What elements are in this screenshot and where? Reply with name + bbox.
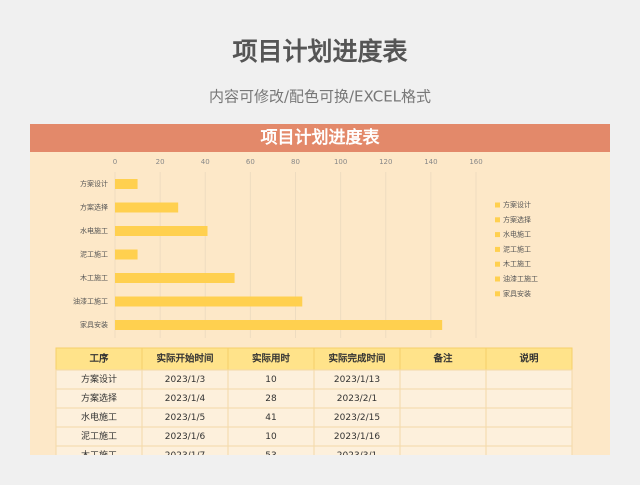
x-tick-label: 60 [246,158,255,166]
table-cell [399,445,487,455]
cell-text: 泥工施工 [81,430,117,442]
y-tick-label: 泥工施工 [80,250,108,259]
x-tick-label: 20 [156,158,165,166]
x-tick-label: 100 [334,158,347,166]
table-cell [55,445,143,455]
legend-swatch [495,276,500,282]
legend-label: 泥工施工 [503,244,531,253]
panel-header [30,124,610,152]
header-text: 说明 [519,353,539,365]
cell-text: 水电施工 [81,411,117,423]
table-cell [485,426,573,447]
bar [115,179,138,189]
bar [115,320,443,330]
x-tick-label: 140 [424,158,437,166]
cell-text: 2023/1/3 [165,375,205,385]
table-cell [141,445,229,455]
chart-title: 项目计划进度表 [261,127,381,148]
header-text: 备注 [432,353,453,365]
x-tick-label: 0 [113,158,117,166]
bar [115,202,179,213]
y-tick-label: 木工施工 [80,273,108,282]
legend-swatch [495,246,500,252]
table-cell [399,407,487,428]
x-tick-label: 40 [201,158,210,166]
y-tick-label: 方案选择 [80,203,108,212]
legend-swatch [495,202,500,208]
x-tick-label: 120 [379,158,392,166]
bar [115,249,138,260]
legend-label: 木工施工 [503,259,531,268]
table-cell [313,445,401,455]
table-cell [227,445,315,455]
cell-text: 53 [265,451,276,461]
cell-text: 2023/1/7 [165,451,205,461]
table-cell [399,388,487,409]
cell-text: 木工施工 [81,449,117,461]
x-tick-label: 160 [469,158,482,166]
page-subtitle: 内容可修改/配色可换/EXCEL格式 [209,88,431,106]
table-cell [485,369,573,390]
bar [115,296,303,307]
table-cell [485,388,573,409]
bar [115,273,235,283]
table-cell [485,445,573,455]
legend-label: 方案选择 [503,215,531,224]
cell-text: 10 [265,432,277,442]
table-cell [399,369,487,390]
legend-swatch [495,232,500,238]
cell-text: 2023/2/1 [337,394,377,404]
bar [115,226,208,236]
legend-swatch [495,291,500,297]
table-cell [485,407,573,428]
y-tick-label: 方案设计 [80,179,108,188]
header-text: 实际用时 [252,353,291,365]
legend-label: 水电施工 [503,230,531,239]
cell-text: 2023/2/15 [334,413,380,423]
cell-text: 2023/1/5 [165,413,205,423]
cell-text: 41 [265,413,276,423]
header-text: 实际完成时间 [328,353,385,365]
legend-label: 油漆工施工 [503,274,538,283]
header-text: 工序 [89,353,109,365]
legend-label: 家具安装 [503,289,531,298]
cell-text: 10 [265,375,277,385]
y-tick-label: 家具安装 [80,320,108,329]
page-title: 项目计划进度表 [232,37,408,66]
cell-text: 28 [265,394,277,404]
y-tick-label: 油漆工施工 [73,297,108,306]
table-cell [399,426,487,447]
cell-text: 2023/1/16 [334,432,380,442]
cell-text: 2023/1/6 [165,432,206,442]
x-tick-label: 80 [291,158,300,166]
header-text: 实际开始时间 [156,353,213,365]
cell-text: 2023/1/4 [165,394,206,404]
legend-label: 方案设计 [503,200,531,209]
y-tick-label: 水电施工 [80,226,108,235]
cell-text: 2023/1/13 [334,375,380,385]
cell-text: 方案选择 [81,392,117,404]
panel: 项目计划进度表 0 20 40 60 80 100 120 140 160方案设计方案选择水电施… [30,124,610,461]
cell-text: 2023/3/1 [337,451,377,461]
legend-swatch [495,217,500,223]
cell-text: 方案设计 [81,373,117,385]
legend-swatch [495,261,500,267]
